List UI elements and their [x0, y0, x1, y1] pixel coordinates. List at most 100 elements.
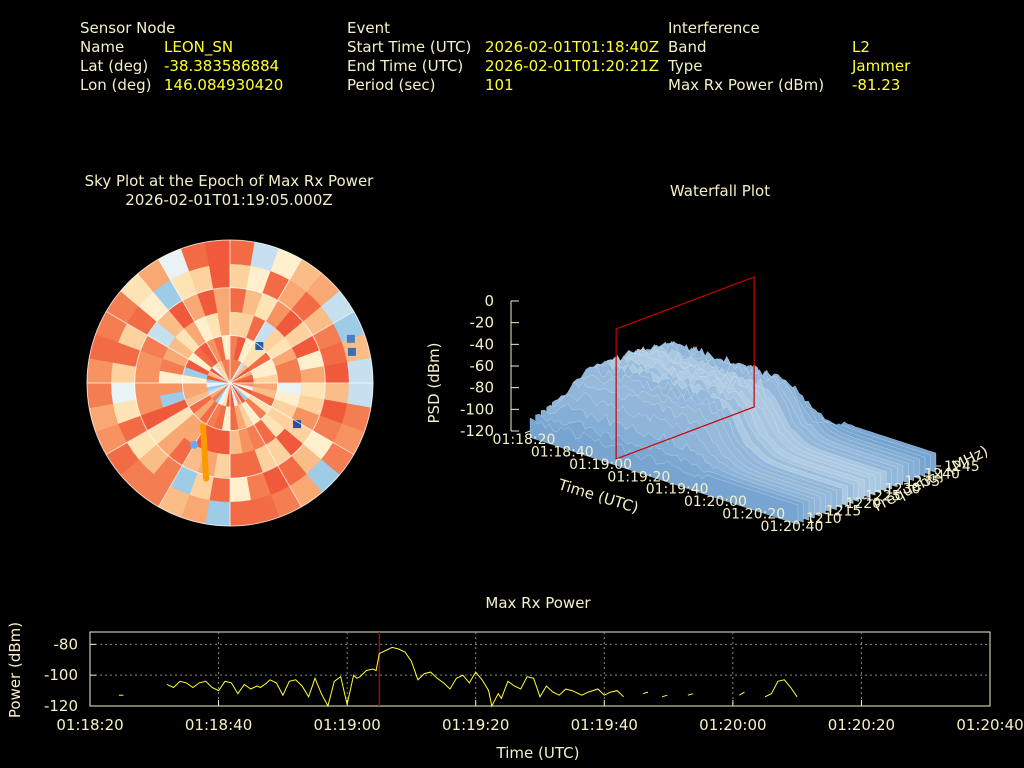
waterfall-z-tick-label: -40: [470, 335, 495, 353]
satellite-track-line: [200, 423, 210, 482]
name-label: Name: [80, 38, 125, 56]
line-chart-xtick-label: 01:19:00: [313, 716, 380, 734]
sky-cell: [204, 500, 231, 527]
waterfall-time-tick-label: 01:19:00: [569, 457, 632, 473]
line-chart-xtick-label: 01:19:40: [571, 716, 638, 734]
line-chart-xtick-label: 01:20:20: [828, 716, 895, 734]
sky-plot: Sky Plot at the Epoch of Max Rx Power 20…: [85, 172, 375, 527]
sky-cell: [347, 357, 374, 384]
end-time-value: 2026-02-01T01:20:21Z: [485, 57, 659, 75]
line-chart-xtick-label: 01:20:00: [699, 716, 766, 734]
waterfall-freq-tick-label: 1230: [885, 481, 921, 497]
waterfall-freq-tick-label: 1225: [865, 489, 901, 505]
waterfall-strip: [529, 417, 799, 525]
sky-azimuth-line: [158, 258, 231, 384]
band-value: L2: [852, 38, 870, 56]
sky-azimuth-line: [229, 311, 355, 384]
lon-value: 146.084930420: [164, 76, 284, 94]
sensor-node-header: Sensor Node: [80, 19, 176, 37]
sky-azimuth-line: [229, 382, 302, 508]
sky-cell: [229, 239, 256, 266]
waterfall-freq-tick-label: 1240: [924, 466, 960, 482]
line-chart-ytick-label: -100: [44, 666, 78, 684]
waterfall-freq-tick-label: 1245: [944, 459, 980, 475]
sky-plot-epoch: 2026-02-01T01:19:05.000Z: [125, 191, 332, 209]
sky-azimuth-line: [105, 382, 231, 455]
satellite-track: [190, 423, 210, 482]
waterfall-zlabel: PSD (dBm): [425, 342, 443, 423]
line-chart-grid: [90, 632, 990, 706]
waterfall-time-tick-label: 01:20:40: [761, 519, 824, 535]
period-value: 101: [485, 76, 514, 94]
sky-cell: [229, 500, 256, 527]
waterfall-time-tick-label: 01:18:40: [531, 444, 594, 460]
name-value: LEON_SN: [164, 38, 234, 56]
lat-label: Lat (deg): [80, 57, 149, 75]
sky-cell: [86, 357, 113, 384]
line-chart-series: [118, 632, 798, 708]
event-header: Event: [347, 19, 390, 37]
line-chart-trace: [166, 646, 624, 708]
waterfall-freq-tick-label: 1210: [806, 511, 842, 527]
waterfall-time-tick-label: 01:19:40: [646, 482, 709, 498]
line-chart-xtick-label: 01:18:20: [56, 716, 123, 734]
waterfall-freq-tick-label: 1220: [845, 496, 881, 512]
type-value: Jammer: [852, 57, 911, 75]
line-chart-trace: [739, 691, 745, 696]
max-rx-power-value: -81.23: [852, 76, 901, 94]
lat-value: -38.383586884: [164, 57, 280, 75]
start-time-value: 2026-02-01T01:18:40Z: [485, 38, 659, 56]
line-chart-xtick-label: 01:18:40: [185, 716, 252, 734]
line-chart-title: Max Rx Power: [485, 594, 591, 612]
sky-cell-accent: [255, 342, 264, 351]
waterfall-time-tick-label: 01:20:20: [722, 507, 785, 523]
end-time-label: End Time (UTC): [347, 57, 464, 75]
waterfall-plot: Waterfall Plot 0-20-40-60-80-100-12001:1…: [425, 182, 991, 535]
satellite-position: [190, 440, 199, 449]
lon-label: Lon (deg): [80, 76, 152, 94]
line-chart-ylabel: Power (dBm): [6, 622, 24, 718]
waterfall-title: Waterfall Plot: [670, 182, 770, 200]
waterfall-freq-tick-label: 1215: [826, 504, 862, 520]
waterfall-z-tick-label: 0: [484, 292, 494, 310]
sky-cell-accent: [346, 334, 355, 343]
line-chart-trace: [661, 694, 668, 698]
sky-azimuth-line: [229, 258, 302, 384]
sky-azimuth-line: [229, 382, 355, 455]
sky-azimuth-line: [105, 311, 231, 384]
sky-grid: [86, 239, 374, 527]
line-chart-xlabel: Time (UTC): [496, 744, 580, 762]
waterfall-labels: 0-20-40-60-80-100-12001:18:2001:18:4001:…: [460, 292, 980, 535]
waterfall-z-tick-label: -80: [470, 379, 495, 397]
line-chart-xtick-label: 01:19:20: [442, 716, 509, 734]
sky-cell-accent: [293, 420, 302, 429]
waterfall-marker-outline: [615, 276, 755, 460]
start-time-label: Start Time (UTC): [347, 38, 472, 56]
sky-cell: [204, 239, 231, 266]
sky-plot-title: Sky Plot at the Epoch of Max Rx Power: [85, 172, 375, 190]
type-label: Type: [668, 57, 703, 75]
period-label: Period (sec): [347, 76, 436, 94]
waterfall-time-tick-label: 01:20:00: [684, 494, 747, 510]
waterfall-time-tick: [524, 430, 531, 434]
waterfall-z-tick-label: -60: [470, 357, 495, 375]
waterfall-z-tick-label: -100: [460, 400, 494, 418]
max-rx-power-label: Max Rx Power (dBm): [668, 76, 825, 94]
sky-cell-accent: [347, 347, 356, 356]
line-chart-ytick-label: -120: [44, 697, 78, 715]
line-chart-frame: [89, 631, 991, 707]
line-chart-trace: [642, 691, 649, 695]
sky-cell: [86, 382, 113, 409]
band-label: Band: [668, 38, 707, 56]
line-chart-trace: [764, 679, 798, 698]
interference-header: Interference: [668, 19, 760, 37]
waterfall-z-tick-label: -20: [470, 314, 495, 332]
waterfall-time-tick-label: 01:18:20: [493, 432, 556, 448]
waterfall-surface: [529, 340, 937, 525]
line-chart-xtick-label: 01:20:40: [956, 716, 1023, 734]
line-chart-trace: [687, 693, 694, 696]
line-chart-ytick-label: -80: [54, 635, 79, 653]
